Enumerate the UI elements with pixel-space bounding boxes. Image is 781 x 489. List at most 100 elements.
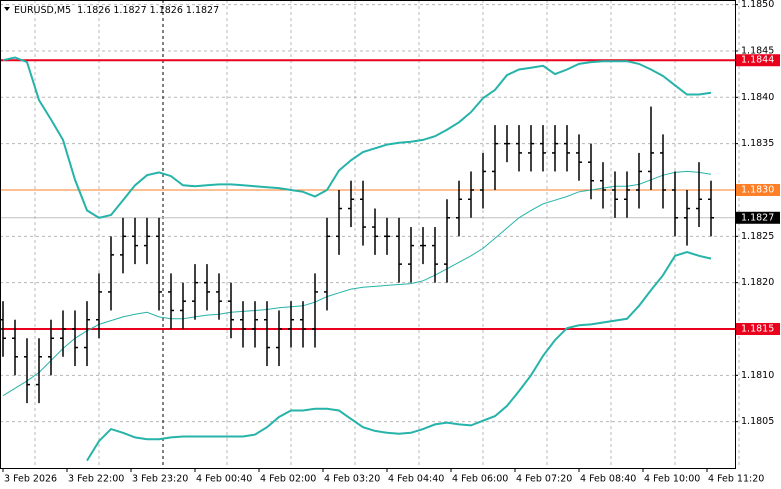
y-tick-label: 1.1805 <box>741 416 774 427</box>
y-tick-label: 1.1840 <box>741 92 774 103</box>
ohlc-bar <box>12 319 18 376</box>
ohlc-bar <box>648 106 654 190</box>
ohlc-bar <box>348 180 354 228</box>
x-tick-label: 4 Feb 06:00 <box>452 474 508 485</box>
header-arrow <box>4 7 10 11</box>
x-tick-label: 3 Feb 22:00 <box>68 474 124 485</box>
indicator-line <box>2 56 712 219</box>
ohlc-bar <box>696 162 702 228</box>
ohlc-bar <box>240 301 246 348</box>
ohlc-bar <box>420 227 426 265</box>
ohlc-bar <box>540 125 546 172</box>
y-tick-label: 1.1835 <box>741 138 774 149</box>
ohlc-bar <box>708 180 714 237</box>
ohlc-bar <box>108 236 114 311</box>
x-tick-label: 4 Feb 07:20 <box>516 474 572 485</box>
y-tick-label: 1.1850 <box>741 0 774 10</box>
ohlc-bar <box>516 125 522 172</box>
header-text: 1.1827 <box>186 5 219 16</box>
indicator-line <box>2 170 712 397</box>
level-label: 1.1844 <box>741 55 774 66</box>
ohlc-bar <box>600 162 606 209</box>
ohlc-bar <box>276 310 282 367</box>
x-tick-label: 4 Feb 11:20 <box>708 474 764 485</box>
y-tick-label: 1.1810 <box>741 370 774 381</box>
ohlc-bar <box>612 171 618 218</box>
ohlc-bar <box>636 152 642 209</box>
y-tick-label: 1.1825 <box>741 231 774 242</box>
ohlc-bar <box>408 227 414 283</box>
ohlc-bar <box>384 217 390 255</box>
ohlc-bar <box>372 208 378 255</box>
x-tick-label: 4 Feb 08:40 <box>580 474 636 485</box>
ohlc-bar <box>132 217 138 265</box>
level-label: 1.1815 <box>741 323 774 334</box>
ohlc-bar <box>480 152 486 209</box>
current-price-box <box>736 211 780 224</box>
ohlc-bar <box>72 310 78 367</box>
header-text: 1.1827 <box>113 5 146 16</box>
x-tick-label: 4 Feb 04:40 <box>388 474 444 485</box>
ohlc-bar <box>84 301 90 367</box>
indicator-line <box>86 251 712 462</box>
ohlc-bar <box>456 180 462 237</box>
ohlc-bar <box>576 134 582 181</box>
ohlc-bar <box>552 125 558 172</box>
header-text: EURUSD,M5 <box>14 5 71 16</box>
ohlc-bar <box>660 134 666 209</box>
ohlc-bar <box>624 171 630 218</box>
ohlc-bar <box>336 189 342 255</box>
y-tick-label: 1.1845 <box>741 45 774 56</box>
ohlc-bar <box>444 199 450 283</box>
ohlc-bar <box>264 301 270 367</box>
ohlc-bar <box>120 217 126 274</box>
header: EURUSD,M5 1.1826 1.1827 1.1826 1.1827 <box>14 5 219 16</box>
ohlc-bar <box>564 125 570 172</box>
x-tick-label: 4 Feb 02:00 <box>260 474 316 485</box>
ohlc-bar <box>360 180 366 246</box>
level-label-box <box>736 322 780 335</box>
ohlc-bar <box>96 273 102 339</box>
level-label-box <box>736 183 780 196</box>
x-tick-label: 4 Feb 10:00 <box>644 474 700 485</box>
ohlc-bar <box>24 338 30 404</box>
ohlc-bar <box>300 301 306 348</box>
header-text: 1.1826 <box>150 5 183 16</box>
ohlc-bar <box>396 217 402 283</box>
ohlc-bar <box>312 273 318 348</box>
ohlc-bar <box>156 217 162 311</box>
ohlc-bar <box>432 227 438 283</box>
ohlc-bar <box>528 125 534 172</box>
ohlc-bar <box>36 338 42 404</box>
ohlc-bar <box>192 264 198 320</box>
ohlc-bar <box>324 217 330 311</box>
ohlc-bar <box>48 319 54 376</box>
x-tick-label: 3 Feb 23:20 <box>132 474 188 485</box>
level-label-box <box>736 54 780 67</box>
ohlc-bar <box>288 301 294 348</box>
ohlc-bar <box>468 171 474 218</box>
ohlc-bar <box>180 282 186 329</box>
ohlc-bar <box>588 143 594 200</box>
ohlc-bar <box>684 189 690 246</box>
x-tick-label: 4 Feb 03:20 <box>324 474 380 485</box>
ohlc-bar <box>144 217 150 265</box>
header-text: 1.1826 <box>77 5 110 16</box>
y-tick-label: 1.1820 <box>741 277 774 288</box>
ohlc-bar <box>504 125 510 163</box>
x-tick-label: 4 Feb 00:40 <box>196 474 252 485</box>
ohlc-bar <box>168 273 174 329</box>
x-tick-label: 3 Feb 2026 <box>4 474 57 485</box>
ohlc-bar <box>204 264 210 311</box>
ohlc-bar <box>60 310 66 357</box>
plot-frame <box>0 0 736 469</box>
ohlc-bar <box>228 282 234 339</box>
ohlc-bar <box>252 301 258 348</box>
level-label: 1.1830 <box>741 184 774 195</box>
ohlc-bar <box>492 125 498 190</box>
ohlc-bar <box>216 273 222 320</box>
current-price-label: 1.1827 <box>741 212 774 223</box>
ohlc-bar <box>672 171 678 237</box>
